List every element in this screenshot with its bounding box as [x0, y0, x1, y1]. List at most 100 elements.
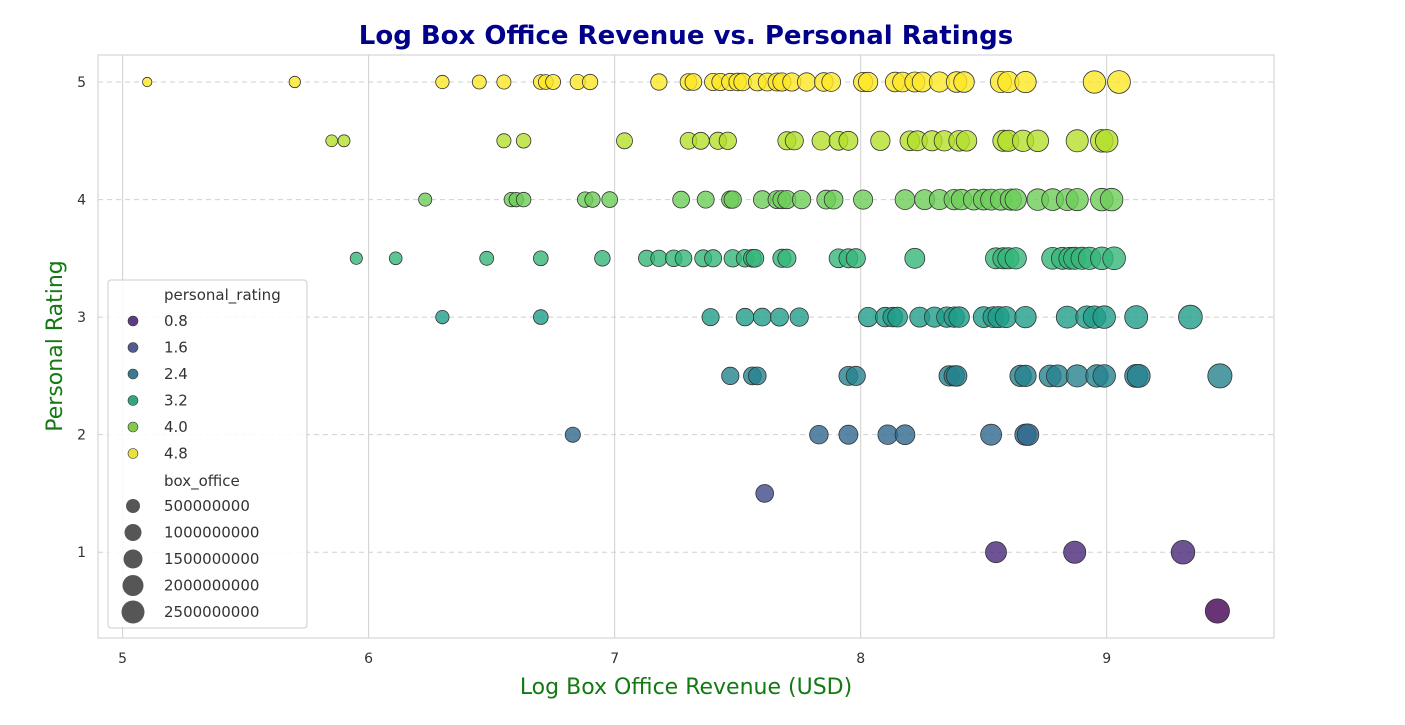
data-point [1102, 246, 1126, 271]
data-point [581, 73, 599, 91]
data-point [532, 250, 549, 267]
data-point [723, 190, 742, 209]
data-point [1207, 363, 1233, 389]
legend-size-marker [124, 524, 142, 541]
data-point [435, 74, 450, 90]
data-point [1170, 540, 1196, 565]
legend-hue-label: 4.8 [164, 445, 188, 463]
data-point [704, 249, 723, 268]
legend-box [107, 279, 308, 629]
data-point [1004, 188, 1027, 211]
legend-size-label: 2500000000 [164, 603, 259, 621]
data-point [388, 251, 403, 266]
legend-size-marker [123, 549, 143, 569]
data-point [755, 484, 774, 503]
data-point [701, 308, 720, 327]
data-point [887, 306, 908, 328]
data-point [838, 130, 859, 151]
data-point [418, 192, 433, 207]
data-point [515, 133, 532, 149]
legend-size-label: 2000000000 [164, 577, 259, 595]
data-point [821, 72, 841, 92]
data-point [857, 71, 879, 93]
y-axis-title: Personal Rating [43, 260, 68, 431]
data-point [809, 425, 829, 445]
data-point [532, 309, 549, 325]
data-points [142, 70, 1233, 624]
data-point [672, 190, 690, 209]
data-point [853, 189, 874, 210]
legend: personal_rating box_office 0.8 1.6 2.4 3.2 4… [107, 279, 308, 629]
data-point [1014, 364, 1037, 387]
data-point [545, 74, 561, 90]
data-point [288, 75, 301, 89]
data-point [994, 306, 1017, 329]
data-point [980, 423, 1002, 446]
data-point [877, 424, 898, 445]
data-point [142, 76, 153, 88]
legend-hue-marker [127, 368, 139, 380]
data-point [845, 365, 866, 386]
x-tick-label: 5 [118, 651, 127, 667]
data-point [789, 307, 809, 327]
legend-hue-label: 1.6 [164, 339, 188, 357]
x-tick-label: 8 [856, 651, 865, 667]
data-point [650, 249, 668, 267]
data-point [584, 191, 601, 208]
x-tick-label: 6 [364, 651, 373, 667]
data-point [1126, 363, 1151, 388]
legend-hue-title: personal_rating [164, 286, 281, 305]
data-point [721, 366, 740, 385]
data-point [718, 131, 737, 150]
data-point [845, 248, 866, 269]
data-point [838, 424, 859, 445]
data-point [870, 130, 891, 151]
data-point [515, 191, 532, 208]
data-point [479, 250, 495, 266]
legend-hue-label: 4.0 [164, 418, 188, 436]
data-point [735, 307, 755, 327]
data-point [948, 306, 970, 328]
data-point [696, 190, 715, 209]
data-point [894, 424, 916, 446]
legend-hue-marker [127, 342, 139, 353]
data-point [1124, 305, 1149, 330]
data-point [796, 72, 817, 92]
data-point [811, 131, 832, 151]
data-point [955, 130, 978, 152]
data-point [1107, 70, 1131, 94]
data-point [496, 133, 512, 149]
data-point [1004, 247, 1027, 270]
legend-size-label: 500000000 [164, 497, 250, 515]
data-point [564, 426, 581, 443]
data-point [1016, 423, 1040, 446]
data-point [337, 134, 351, 148]
y-tick-label: 5 [77, 75, 86, 91]
data-point [674, 249, 693, 268]
legend-size-title: box_office [164, 472, 240, 491]
data-point [496, 74, 512, 90]
legend-hue-label: 2.4 [164, 365, 188, 383]
data-point [985, 541, 1007, 564]
data-point [752, 307, 772, 327]
data-point [1204, 598, 1230, 624]
data-point [1065, 188, 1089, 212]
data-point [594, 250, 611, 267]
x-tick-label: 9 [1102, 651, 1111, 667]
data-point [435, 309, 450, 325]
y-tick-label: 1 [77, 545, 86, 561]
x-axis-title: Log Box Office Revenue (USD) [520, 675, 852, 700]
data-point [791, 190, 812, 210]
data-point [1026, 129, 1050, 153]
x-tick-label: 7 [610, 651, 619, 667]
tick-labels: 5 6 7 8 9 1 2 3 4 5 [77, 75, 1111, 667]
data-point [770, 307, 789, 327]
data-point [1046, 364, 1069, 388]
data-point [1094, 129, 1119, 153]
legend-size-label: 1500000000 [164, 550, 259, 568]
data-point [745, 248, 765, 268]
data-point [747, 366, 767, 386]
legend-hue-marker [127, 421, 139, 433]
data-point [945, 365, 968, 387]
